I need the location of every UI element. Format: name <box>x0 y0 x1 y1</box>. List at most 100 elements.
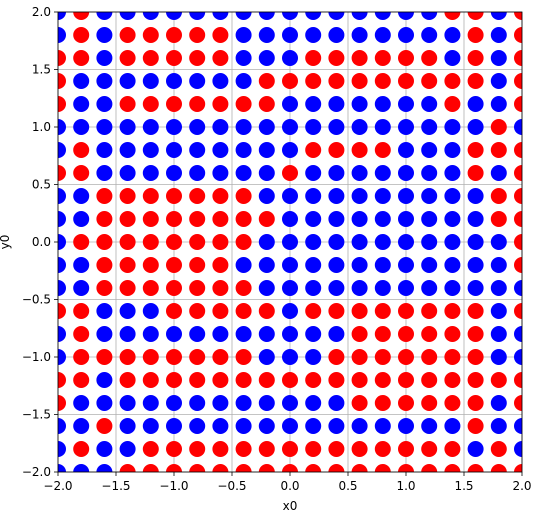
point <box>166 234 182 250</box>
point <box>328 372 345 388</box>
x-tick-label: 0.0 <box>280 479 299 493</box>
point <box>421 257 438 273</box>
point <box>258 12 275 20</box>
point <box>351 142 368 158</box>
point <box>73 372 90 388</box>
point <box>490 188 507 204</box>
point <box>166 142 182 158</box>
point <box>351 211 368 227</box>
point <box>351 234 368 250</box>
point <box>258 188 275 204</box>
point <box>514 441 522 457</box>
point <box>490 142 507 158</box>
point <box>119 142 136 158</box>
point <box>351 303 368 319</box>
point <box>142 326 159 342</box>
point <box>490 12 507 20</box>
point <box>374 418 391 434</box>
point <box>490 257 507 273</box>
point <box>282 395 298 411</box>
point <box>514 73 522 89</box>
x-tick-label: 1.0 <box>396 479 415 493</box>
point <box>444 12 461 20</box>
point <box>96 464 113 472</box>
point <box>119 73 136 89</box>
point <box>305 165 322 181</box>
point <box>328 303 345 319</box>
point <box>444 395 461 411</box>
point <box>189 257 206 273</box>
point <box>166 326 182 342</box>
y-tick-label: 0.0 <box>32 235 51 249</box>
point <box>235 464 252 472</box>
point <box>467 234 484 250</box>
point <box>212 303 229 319</box>
point <box>467 211 484 227</box>
point <box>189 326 206 342</box>
point <box>119 395 136 411</box>
point <box>73 165 90 181</box>
point <box>514 418 522 434</box>
point <box>421 234 438 250</box>
point <box>142 303 159 319</box>
point <box>514 395 522 411</box>
point <box>467 257 484 273</box>
point <box>398 257 414 273</box>
point <box>398 73 414 89</box>
point <box>305 303 322 319</box>
point <box>398 50 414 66</box>
point <box>351 165 368 181</box>
point <box>444 418 461 434</box>
point <box>328 280 345 296</box>
point <box>166 211 182 227</box>
point <box>467 96 484 112</box>
point <box>73 27 90 43</box>
point <box>305 119 322 135</box>
point <box>142 395 159 411</box>
point <box>305 280 322 296</box>
point <box>96 395 113 411</box>
x-axis-label: x0 <box>283 499 298 513</box>
point <box>328 142 345 158</box>
point <box>166 280 182 296</box>
point <box>119 12 136 20</box>
point <box>490 27 507 43</box>
point <box>421 12 438 20</box>
point <box>467 142 484 158</box>
point <box>282 50 298 66</box>
point <box>305 326 322 342</box>
point <box>96 257 113 273</box>
point <box>421 119 438 135</box>
point <box>142 12 159 20</box>
point <box>258 50 275 66</box>
point <box>374 73 391 89</box>
point <box>212 12 229 20</box>
point <box>212 96 229 112</box>
point <box>235 372 252 388</box>
point <box>490 418 507 434</box>
point <box>351 349 368 365</box>
point <box>235 234 252 250</box>
point <box>305 27 322 43</box>
point <box>374 372 391 388</box>
point <box>490 326 507 342</box>
point <box>142 211 159 227</box>
point <box>142 119 159 135</box>
point <box>467 12 484 20</box>
point <box>351 326 368 342</box>
point <box>490 234 507 250</box>
point <box>212 464 229 472</box>
point <box>328 165 345 181</box>
point <box>282 372 298 388</box>
point <box>398 280 414 296</box>
point <box>212 73 229 89</box>
point <box>212 257 229 273</box>
point <box>282 12 298 20</box>
point <box>73 96 90 112</box>
point <box>212 372 229 388</box>
point <box>282 142 298 158</box>
point <box>166 303 182 319</box>
point <box>212 418 229 434</box>
point <box>166 73 182 89</box>
